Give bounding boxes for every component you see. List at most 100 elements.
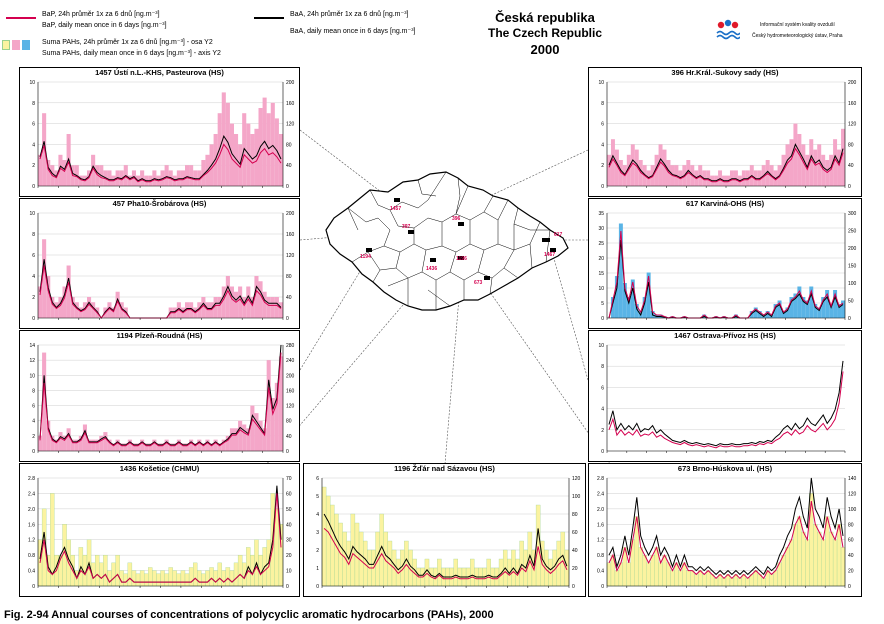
pah-bar [789,139,794,186]
y2-tick-label: 80 [286,142,292,148]
pah-bar [91,302,96,318]
pah-bar [156,573,161,587]
pah-bar [201,443,206,451]
pah-bar [201,160,206,186]
pah-bar [54,439,59,451]
y2-tick-label: 200 [286,80,295,86]
y-tick-label: 0 [601,584,604,590]
pah-bar [634,304,639,318]
y2-tick-label: 20 [286,553,292,559]
pah-bar [201,573,206,587]
pah-bar [62,435,67,451]
pah-bar [258,281,263,318]
legend-pah-yellow [2,40,10,50]
pah-bar [270,398,275,451]
pah-bar [91,439,96,451]
pah-bar [278,302,283,318]
map-marker-1467 [550,248,556,252]
chart-panel-673: 0 0.4 0.8 1.2 1.6 2.0 2.4 2.8 0 20 40 60 80 100 120 140… [588,463,862,597]
pah-bar [217,562,222,587]
pah-bar [221,439,226,451]
pah-bar [70,439,75,451]
pah-bar [797,286,802,318]
y2-tick-label: 100 [848,507,857,513]
pah-bar [250,134,255,186]
y2-tick-label: 70 [286,476,292,482]
pah-bar [46,160,51,186]
pah-bar [221,92,226,186]
y-tick-label: 4 [32,142,35,148]
map-marker-1196 [458,256,464,260]
pah-bar [837,149,842,186]
map-label-1196: 1196 [456,256,467,262]
y-tick-label: 10 [598,286,604,292]
pah-bar [404,540,409,587]
pah-bar [486,558,491,587]
pah-bar [630,279,635,318]
y2-tick-label: 250 [848,229,857,235]
map-marker-673 [484,276,490,280]
pah-bar [809,139,814,186]
y2-tick-label: 60 [572,530,578,536]
pah-bar [793,123,798,186]
y-tick-label: 2.0 [28,507,35,513]
pah-bar [797,134,802,186]
y2-tick-label: 100 [572,494,581,500]
pah-bar [638,547,643,587]
map-marker-1436 [430,258,436,262]
pah-bar [233,562,239,587]
pah-bar [606,562,612,587]
pah-bar [107,302,112,318]
pah-bar [127,439,132,451]
pah-bar [95,554,100,587]
chart-svg: 0 5 10 15 20 25 30 35 0 50 100 150 200 250 300 [598,211,857,322]
pah-bar [753,307,758,318]
y2-tick-label: 0 [848,184,851,190]
chart-svg: 0 2 4 6 8 10 0 40 80 120 160 200 [598,80,857,190]
y2-tick-label: 120 [286,253,295,259]
pah-bar [833,290,838,318]
pah-bar [135,573,141,587]
bap-series-line [608,501,844,580]
pah-bar [164,165,169,186]
pah-bar [119,570,124,587]
legend-baa-line [254,17,284,19]
pah-bar [694,574,699,587]
pah-bar [95,165,100,186]
y2-tick-label: 40 [286,434,292,440]
pah-bar [58,432,63,451]
y2-tick-label: 120 [848,122,857,128]
legend-bap-cz: BaP, 24h průměr 1x za 6 dnů [ng.m⁻³] [42,11,160,18]
pah-bar [111,443,116,451]
pah-bar [825,290,830,318]
pah-bar [229,286,234,318]
pah-bar [330,504,335,587]
y2-tick-label: 120 [286,122,295,128]
baa-series-line [39,134,282,182]
pah-bar [270,297,275,318]
pah-bar [801,144,806,186]
y2-tick-label: 20 [572,566,578,572]
bap-series-line [323,528,568,580]
y-tick-label: 4 [601,407,604,413]
pah-bar [773,570,778,587]
pah-bar [185,443,190,451]
pah-bar [246,428,251,451]
pah-bar [833,139,838,186]
pah-bar [254,413,259,451]
pah-bar [781,554,786,587]
pah-bar [789,297,794,318]
pah-bar [176,573,182,587]
pah-bar [180,570,186,587]
y2-tick-label: 80 [286,274,292,280]
y-tick-label: 5 [316,494,319,500]
chart-svg: 0 0.4 0.8 1.2 1.6 2.0 2.4 2.8 0 10 20 30 40 50 60 70 [28,476,292,590]
pah-bar [115,554,120,587]
y2-tick-label: 300 [848,211,857,217]
pah-bar [519,540,524,587]
pah-bar [209,302,214,318]
pah-bar [115,291,120,318]
y-tick-label: 0 [601,449,604,455]
pah-bar [729,578,735,587]
